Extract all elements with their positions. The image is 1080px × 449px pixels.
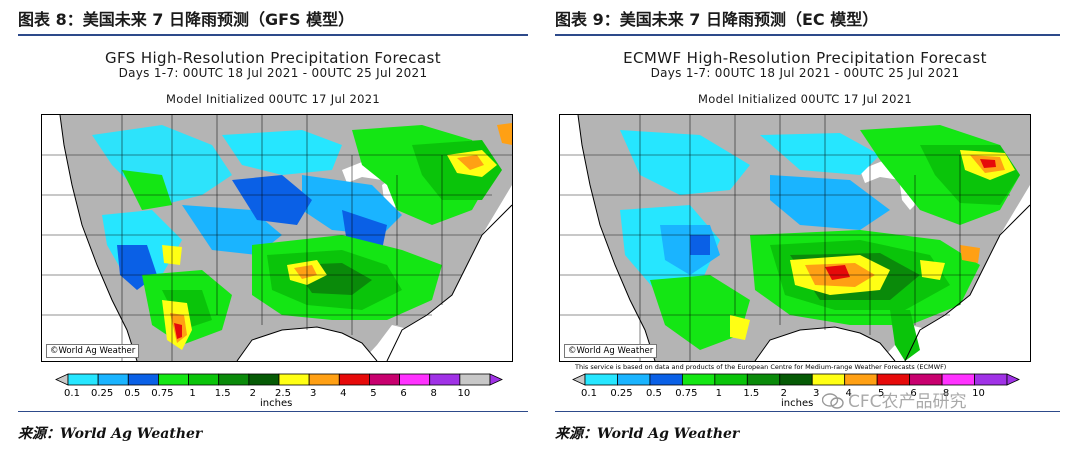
legend-swatch xyxy=(278,373,310,386)
legend-swatch xyxy=(811,373,846,386)
legend-tick-label: 1 xyxy=(716,388,722,399)
map-title: ECMWF High-Resolution Precipitation Fore… xyxy=(623,49,987,67)
title-rule xyxy=(555,34,1060,36)
legend-tick-label: 8 xyxy=(431,388,437,399)
date-range: Days 1-7: 00UTC 18 Jul 2021 - 00UTC 25 J… xyxy=(650,66,960,80)
legend-tick-label: 4 xyxy=(340,388,346,399)
map-credit: ©World Ag Weather xyxy=(564,344,658,358)
legend-swatch xyxy=(584,373,618,386)
legend-tick-label: 5 xyxy=(370,388,376,399)
legend-tick-label: 5 xyxy=(878,388,884,399)
figure-title: 图表 9：美国未来 7 日降雨预测（EC 模型） xyxy=(555,10,879,29)
source-text: 来源：World Ag Weather xyxy=(18,426,203,442)
legend-tick-label: 3 xyxy=(813,388,819,399)
precip-map-image xyxy=(42,115,512,361)
legend-swatch xyxy=(876,373,911,386)
watermark-text: CFC农产品研究 xyxy=(848,392,967,412)
legend-tick-label: 8 xyxy=(943,388,949,399)
legend-tick-label: 6 xyxy=(400,388,406,399)
model-init-line: Model Initialized 00UTC 17 Jul 2021 xyxy=(698,92,912,106)
legend-swatch xyxy=(127,373,159,386)
legend-swatch xyxy=(248,373,280,386)
precip-legend: 0.1 0.25 0.5 0.75 1 1.5 2 3 4 5 6 8 10 xyxy=(571,372,1031,406)
legend-tick-label: 0.1 xyxy=(64,388,80,399)
legend-arrow-low xyxy=(572,373,586,386)
legend-tick-label: 0.75 xyxy=(675,388,697,399)
legend-swatch xyxy=(399,373,431,386)
map-credit: ©World Ag Weather xyxy=(46,344,140,358)
wechat-icon xyxy=(821,393,844,409)
legend-swatch xyxy=(844,373,878,386)
ecmwf-panel: 图表 9：美国未来 7 日降雨预测（EC 模型） ECMWF High-Reso… xyxy=(555,0,1075,449)
legend-swatch xyxy=(459,373,491,386)
legend-swatch xyxy=(714,373,748,386)
legend-swatch xyxy=(681,373,716,386)
legend-tick-label: 6 xyxy=(910,388,916,399)
legend-swatch xyxy=(338,373,370,386)
legend-swatch xyxy=(617,373,651,386)
precip-map: ©World Ag Weather xyxy=(559,114,1031,362)
legend-tick-label: 3 xyxy=(310,388,316,399)
legend-tick-label: 0.1 xyxy=(581,388,597,399)
legend-tick-label: 10 xyxy=(972,388,985,399)
legend-colorbar: 0.1 0.25 0.5 0.75 1 1.5 2 2.5 3 4 5 6 8 10 xyxy=(55,373,503,399)
bottom-rule xyxy=(18,411,528,412)
watermark: CFC农产品研究 xyxy=(821,387,967,412)
legend-swatch xyxy=(649,373,683,386)
legend-tick-label: 1 xyxy=(189,388,195,399)
legend-tick-label: 0.5 xyxy=(124,388,140,399)
model-init-line: Model Initialized 00UTC 17 Jul 2021 xyxy=(166,92,380,106)
legend-arrow-low xyxy=(55,373,69,386)
legend-tick-label: 0.5 xyxy=(646,388,662,399)
precip-legend: 0.1 0.25 0.5 0.75 1 1.5 2 2.5 3 4 5 6 8 10 xyxy=(54,372,514,406)
figure-title: 图表 8：美国未来 7 日降雨预测（GFS 模型） xyxy=(18,10,355,29)
legend-tick-label: 2 xyxy=(250,388,256,399)
legend-tick-label: 0.25 xyxy=(91,388,113,399)
legend-tick-label: 4 xyxy=(846,388,852,399)
precip-map: ©World Ag Weather xyxy=(41,114,513,362)
title-rule xyxy=(18,34,528,36)
legend-unit: inches xyxy=(260,398,293,409)
date-range: Days 1-7: 00UTC 18 Jul 2021 - 00UTC 25 J… xyxy=(118,66,428,80)
precip-map-image xyxy=(560,115,1030,361)
legend-arrow-high xyxy=(489,373,503,386)
legend-swatch xyxy=(67,373,99,386)
legend-swatch xyxy=(429,373,461,386)
legend-swatch xyxy=(909,373,943,386)
legend-swatch xyxy=(746,373,781,386)
legend-swatch xyxy=(369,373,400,386)
legend-tick-label: 1.5 xyxy=(215,388,231,399)
legend-tick-label: 10 xyxy=(457,388,470,399)
legend-tick-label: 1.5 xyxy=(743,388,759,399)
legend-swatch xyxy=(97,373,129,386)
gfs-panel: 图表 8：美国未来 7 日降雨预测（GFS 模型） GFS High-Resol… xyxy=(18,0,538,449)
map-title: GFS High-Resolution Precipitation Foreca… xyxy=(104,49,442,67)
legend-tick-label: 2 xyxy=(781,388,787,399)
ecmwf-notice: This service is based on data and produc… xyxy=(575,363,947,371)
legend-swatch xyxy=(779,373,813,386)
legend-tick-label: 2.5 xyxy=(275,388,291,399)
legend-swatch xyxy=(308,373,340,386)
legend-unit: inches xyxy=(781,398,814,409)
legend-colorbar: 0.1 0.25 0.5 0.75 1 1.5 2 3 4 5 6 8 10 xyxy=(572,373,1020,399)
source-text: 来源：World Ag Weather xyxy=(555,426,740,442)
legend-swatch xyxy=(218,373,250,386)
legend-swatch xyxy=(941,373,975,386)
legend-swatch xyxy=(188,373,220,386)
legend-tick-label: 0.75 xyxy=(151,388,173,399)
legend-swatch xyxy=(158,373,189,386)
legend-swatch xyxy=(974,373,1008,386)
bottom-rule xyxy=(555,411,1060,412)
legend-tick-label: 0.25 xyxy=(610,388,632,399)
legend-arrow-high xyxy=(1006,373,1020,386)
